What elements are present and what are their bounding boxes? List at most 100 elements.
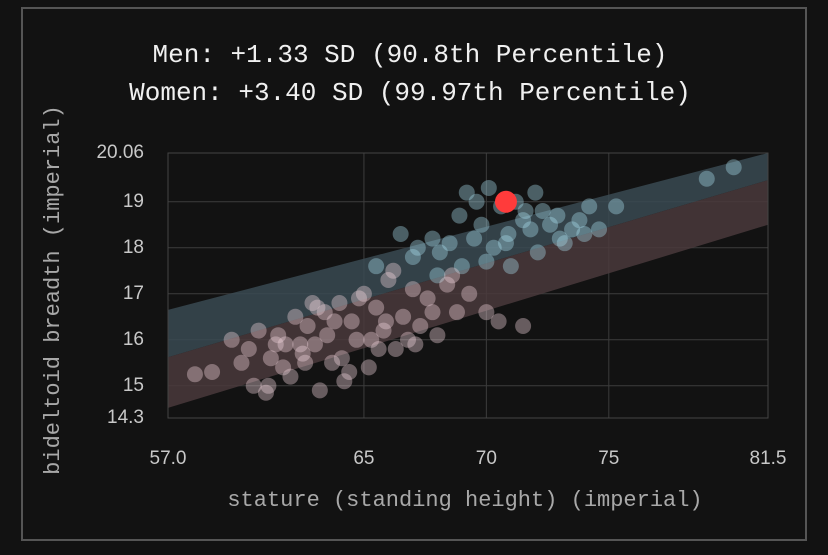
data-point (324, 354, 341, 371)
data-point (363, 331, 380, 348)
data-point (292, 336, 309, 353)
data-point (355, 285, 372, 302)
data-point (368, 258, 385, 275)
confidence-band (168, 153, 768, 358)
data-point (267, 336, 284, 353)
data-point (429, 267, 446, 284)
data-point (223, 331, 240, 348)
data-point (395, 308, 412, 325)
data-point (377, 313, 394, 330)
y-tick-label: 20.06 (96, 142, 144, 163)
y-tick-label: 14.3 (107, 407, 144, 428)
data-point (407, 336, 424, 353)
plot-border (167, 152, 769, 419)
y-axis-label: bideltoid breadth (imperial) (41, 105, 66, 475)
data-point (515, 212, 532, 229)
x-tick-label: 57.0 (150, 448, 187, 469)
data-point (404, 248, 421, 265)
data-point (453, 258, 470, 275)
data-point (591, 221, 608, 238)
data-point (698, 170, 715, 187)
data-point (441, 235, 458, 252)
data-point (517, 202, 534, 219)
data-point (444, 267, 461, 284)
data-point (529, 244, 546, 261)
data-point (424, 304, 441, 321)
data-point (576, 225, 593, 242)
plot-area (167, 152, 769, 419)
data-point (368, 299, 385, 316)
data-point (515, 317, 532, 334)
y-tick-label: 19 (123, 191, 144, 212)
data-point (480, 179, 497, 196)
data-point (419, 290, 436, 307)
data-point (380, 271, 397, 288)
data-point (204, 363, 221, 380)
data-point (360, 359, 377, 376)
data-point (375, 322, 392, 339)
data-point (240, 340, 257, 357)
data-point (326, 313, 343, 330)
data-point (297, 354, 314, 371)
data-point (348, 331, 365, 348)
data-point (485, 239, 502, 256)
data-point (549, 207, 566, 224)
data-point (458, 184, 475, 201)
data-point (282, 368, 299, 385)
data-point (304, 294, 321, 311)
data-point (294, 345, 311, 362)
data-point (500, 225, 517, 242)
data-point (233, 354, 250, 371)
data-point (260, 377, 277, 394)
data-point (287, 308, 304, 325)
data-point (466, 230, 483, 247)
data-point (343, 313, 360, 330)
chart-subtitle: Women: +3.40 SD (99.97th Percentile) (129, 78, 691, 108)
y-tick-label: 18 (123, 237, 144, 258)
data-point (522, 221, 539, 238)
x-tick-label: 65 (353, 448, 374, 469)
data-point (299, 317, 316, 334)
data-point (473, 216, 490, 233)
data-point (461, 285, 478, 302)
data-point (387, 340, 404, 357)
data-point (534, 202, 551, 219)
data-point (257, 384, 274, 401)
data-point (527, 184, 544, 201)
highlight-point (494, 190, 517, 213)
data-point (439, 276, 456, 293)
data-point (497, 235, 514, 252)
data-point (275, 359, 292, 376)
data-point (309, 299, 326, 316)
data-point (478, 253, 495, 270)
data-point (392, 225, 409, 242)
data-point (581, 198, 598, 215)
data-point (341, 363, 358, 380)
data-point (502, 258, 519, 275)
data-point (319, 327, 336, 344)
data-point (186, 366, 203, 383)
data-point (262, 350, 279, 367)
y-tick-label: 17 (123, 283, 144, 304)
data-point (400, 331, 416, 348)
data-point (370, 340, 387, 357)
data-point (245, 377, 262, 394)
data-point (306, 336, 323, 353)
data-point (311, 382, 328, 399)
data-point (556, 235, 573, 252)
data-point (725, 159, 742, 176)
data-point (490, 313, 507, 330)
data-point (333, 350, 350, 367)
data-point (351, 290, 368, 307)
x-tick-label: 81.5 (750, 448, 787, 469)
data-point (431, 244, 448, 261)
data-point (250, 322, 267, 339)
data-point (404, 281, 421, 298)
data-point (542, 216, 559, 233)
chart-title: Men: +1.33 SD (90.8th Percentile) (153, 40, 668, 70)
y-tick-label: 15 (123, 375, 144, 396)
confidence-band (168, 180, 768, 408)
data-point (385, 262, 402, 279)
data-point (336, 373, 353, 390)
